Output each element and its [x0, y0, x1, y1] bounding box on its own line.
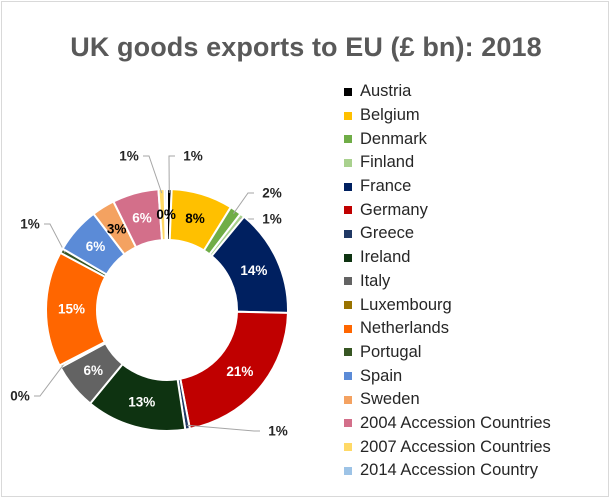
leader-line-2007-accession-countries: [143, 155, 163, 194]
legend-item-sweden: Sweden: [344, 388, 551, 412]
legend-swatch: [344, 135, 352, 144]
legend-label: Austria: [360, 82, 412, 101]
legend-swatch: [344, 466, 352, 475]
legend-label: Greece: [360, 224, 415, 243]
legend-swatch: [344, 182, 352, 191]
legend-label: Belgium: [360, 106, 420, 125]
legend-item-belgium: Belgium: [344, 104, 551, 128]
legend-swatch: [344, 253, 352, 262]
legend-label: Luxembourg: [360, 295, 452, 314]
data-label-italy: 6%: [84, 363, 104, 378]
legend-item-france: France: [344, 175, 551, 199]
legend-item-2004-accession-countries: 2004 Accession Countries: [344, 412, 551, 436]
legend-label: Spain: [360, 366, 403, 385]
legend-label: Denmark: [360, 129, 427, 148]
legend-label: Germany: [360, 200, 428, 219]
legend-item-italy: Italy: [344, 270, 551, 294]
legend-label: Sweden: [360, 390, 420, 409]
slice-2014-accession-country: [163, 187, 168, 242]
data-label-germany: 21%: [226, 364, 253, 379]
legend-item-ireland: Ireland: [344, 246, 551, 270]
leader-line-denmark: [233, 192, 254, 214]
chart-legend: Austria Belgium Denmark Finland France German…: [344, 80, 551, 483]
legend-swatch: [344, 348, 352, 357]
data-label-portugal: 1%: [20, 217, 40, 232]
data-label-denmark: 2%: [262, 186, 282, 201]
legend-item-austria: Austria: [344, 80, 551, 104]
data-label-greece: 1%: [268, 424, 288, 439]
legend-item-greece: Greece: [344, 222, 551, 246]
legend-label: 2014 Accession Country: [360, 461, 538, 480]
legend-swatch: [344, 206, 352, 215]
legend-item-portugal: Portugal: [344, 341, 551, 365]
legend-item-netherlands: Netherlands: [344, 317, 551, 341]
data-label-spain: 6%: [86, 239, 106, 254]
data-label-ireland: 13%: [128, 395, 155, 410]
legend-swatch: [344, 111, 352, 120]
data-label-2007-accession-countries: 1%: [119, 149, 139, 164]
legend-swatch: [344, 277, 352, 286]
data-label-finland: 1%: [262, 212, 282, 227]
legend-item-denmark: Denmark: [344, 127, 551, 151]
legend-swatch: [344, 301, 352, 310]
legend-item-spain: Spain: [344, 364, 551, 388]
legend-swatch: [344, 395, 352, 404]
data-label-austria: 1%: [183, 149, 203, 164]
legend-swatch: [344, 372, 352, 381]
legend-label: France: [360, 177, 412, 196]
leader-line-portugal: [44, 223, 66, 253]
data-label-luxembourg: 0%: [10, 389, 30, 404]
legend-swatch: [344, 229, 352, 238]
legend-item-2007-accession-countries: 2007 Accession Countries: [344, 435, 551, 459]
legend-item-germany: Germany: [344, 198, 551, 222]
leader-line-greece: [186, 424, 260, 432]
legend-label: Italy: [360, 271, 391, 290]
legend-item-finland: Finland: [344, 151, 551, 175]
data-label-2014-accession-country: 0%: [156, 207, 176, 222]
legend-label: Finland: [360, 153, 415, 172]
legend-label: 2004 Accession Countries: [360, 413, 551, 432]
data-label-sweden: 3%: [107, 221, 127, 236]
leader-line-austria: [168, 155, 175, 194]
legend-swatch: [344, 158, 352, 167]
legend-label: Netherlands: [360, 319, 449, 338]
legend-item-luxembourg: Luxembourg: [344, 293, 551, 317]
data-label-2004-accession-countries: 6%: [132, 210, 152, 225]
legend-item-2014-accession-country: 2014 Accession Country: [344, 459, 551, 483]
legend-swatch: [344, 87, 352, 96]
legend-label: Ireland: [360, 248, 411, 267]
leader-line-luxembourg: [34, 364, 64, 397]
chart-title: UK goods exports to EU (£ bn): 2018: [70, 32, 542, 62]
legend-swatch: [344, 419, 352, 428]
legend-swatch: [344, 443, 352, 452]
data-label-belgium: 8%: [185, 211, 205, 226]
legend-label: Portugal: [360, 342, 422, 361]
legend-label: 2007 Accession Countries: [360, 437, 551, 456]
data-label-france: 14%: [240, 263, 267, 278]
data-label-netherlands: 15%: [58, 302, 85, 317]
legend-swatch: [344, 324, 352, 333]
